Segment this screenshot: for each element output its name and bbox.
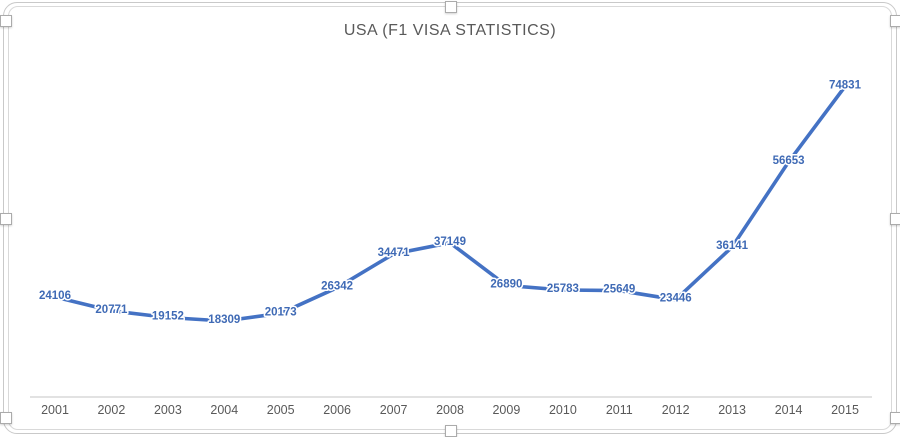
- resize-handle-bottom-right[interactable]: [890, 412, 900, 424]
- resize-handle-bottom-left[interactable]: [0, 412, 12, 424]
- data-label[interactable]: 37149: [433, 234, 468, 249]
- x-axis-label[interactable]: 2005: [267, 403, 295, 417]
- x-axis-label[interactable]: 2014: [775, 403, 803, 417]
- x-axis-label[interactable]: 2004: [210, 403, 238, 417]
- resize-handle-top-center[interactable]: [445, 1, 457, 13]
- x-axis-label[interactable]: 2012: [662, 403, 690, 417]
- resize-handle-top-right[interactable]: [890, 15, 900, 27]
- data-label[interactable]: 25649: [602, 282, 637, 297]
- data-label[interactable]: 19152: [150, 309, 185, 324]
- x-axis-label[interactable]: 2002: [97, 403, 125, 417]
- x-axis-label[interactable]: 2013: [718, 403, 746, 417]
- x-axis-label[interactable]: 2015: [831, 403, 859, 417]
- data-label[interactable]: 23446: [658, 291, 693, 306]
- x-axis-label[interactable]: 2003: [154, 403, 182, 417]
- x-axis-label[interactable]: 2007: [380, 403, 408, 417]
- x-axis-label[interactable]: 2011: [606, 403, 633, 417]
- data-label[interactable]: 18309: [207, 313, 242, 328]
- data-label[interactable]: 34471: [376, 245, 412, 260]
- data-label[interactable]: 25783: [545, 282, 580, 297]
- data-label[interactable]: 24106: [38, 289, 73, 304]
- chart-title[interactable]: USA (F1 VISA STATISTICS): [343, 22, 557, 39]
- data-label[interactable]: 56653: [771, 153, 806, 168]
- data-label[interactable]: 26890: [489, 277, 524, 292]
- resize-handle-bottom-center[interactable]: [445, 425, 457, 437]
- resize-handle-top-left[interactable]: [0, 15, 12, 27]
- x-axis-label[interactable]: 2009: [492, 403, 520, 417]
- x-axis-label[interactable]: 2001: [41, 403, 69, 417]
- data-label[interactable]: 26342: [320, 279, 355, 294]
- data-label[interactable]: 20771: [94, 302, 130, 317]
- x-axis-label[interactable]: 2006: [323, 403, 351, 417]
- series-line[interactable]: [53, 84, 847, 323]
- x-axis-label[interactable]: 2008: [436, 403, 464, 417]
- data-label[interactable]: 74831: [828, 78, 864, 93]
- data-label[interactable]: 20173: [263, 305, 298, 320]
- resize-handle-left-middle[interactable]: [0, 213, 12, 225]
- data-label[interactable]: 36141: [715, 239, 751, 254]
- x-axis-label[interactable]: 2010: [549, 403, 577, 417]
- resize-handle-right-middle[interactable]: [890, 213, 900, 225]
